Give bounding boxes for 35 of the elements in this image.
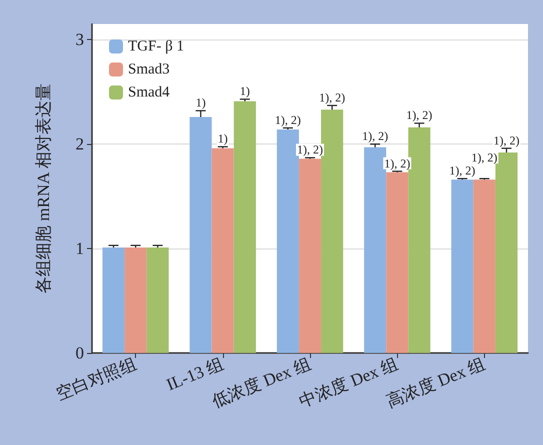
annotation: 1) xyxy=(196,96,206,110)
bar xyxy=(473,180,496,353)
annotation: 1), 2) xyxy=(297,142,323,157)
y-tick-label: 2 xyxy=(76,134,84,154)
annotation: 1) xyxy=(218,132,228,146)
legend-label: Smad4 xyxy=(128,84,170,100)
bar xyxy=(298,158,322,353)
bar xyxy=(408,127,430,353)
annotation: 1) xyxy=(240,84,250,98)
bar xyxy=(124,248,147,353)
annotation: 1), 2) xyxy=(362,129,388,144)
y-tick-label: 0 xyxy=(76,344,84,362)
annotation: 1), 2) xyxy=(319,90,346,104)
bar xyxy=(276,129,299,353)
annotation: 1), 2) xyxy=(493,133,520,148)
y-axis-title: 各组细胞 mRNA 相对表达量 xyxy=(34,84,53,294)
bar xyxy=(102,248,125,353)
bar xyxy=(212,148,234,353)
annotation: 1), 2) xyxy=(471,150,498,165)
annotation: 1), 2) xyxy=(406,108,432,122)
annotation: 1), 2) xyxy=(384,156,410,170)
annotation: 1), 2) xyxy=(274,112,301,127)
bar xyxy=(146,248,169,353)
y-tick-label: 1 xyxy=(76,239,84,258)
legend-label: Smad3 xyxy=(128,62,170,78)
bar xyxy=(495,152,518,353)
bar xyxy=(321,110,344,353)
legend-label: TGF- β 1 xyxy=(128,38,184,54)
bar xyxy=(364,147,386,353)
bar xyxy=(386,172,408,353)
annotation: 1), 2) xyxy=(449,164,476,178)
bar xyxy=(190,116,212,353)
y-tick-label: 3 xyxy=(76,30,84,50)
bar xyxy=(234,101,256,353)
bar xyxy=(451,180,474,353)
